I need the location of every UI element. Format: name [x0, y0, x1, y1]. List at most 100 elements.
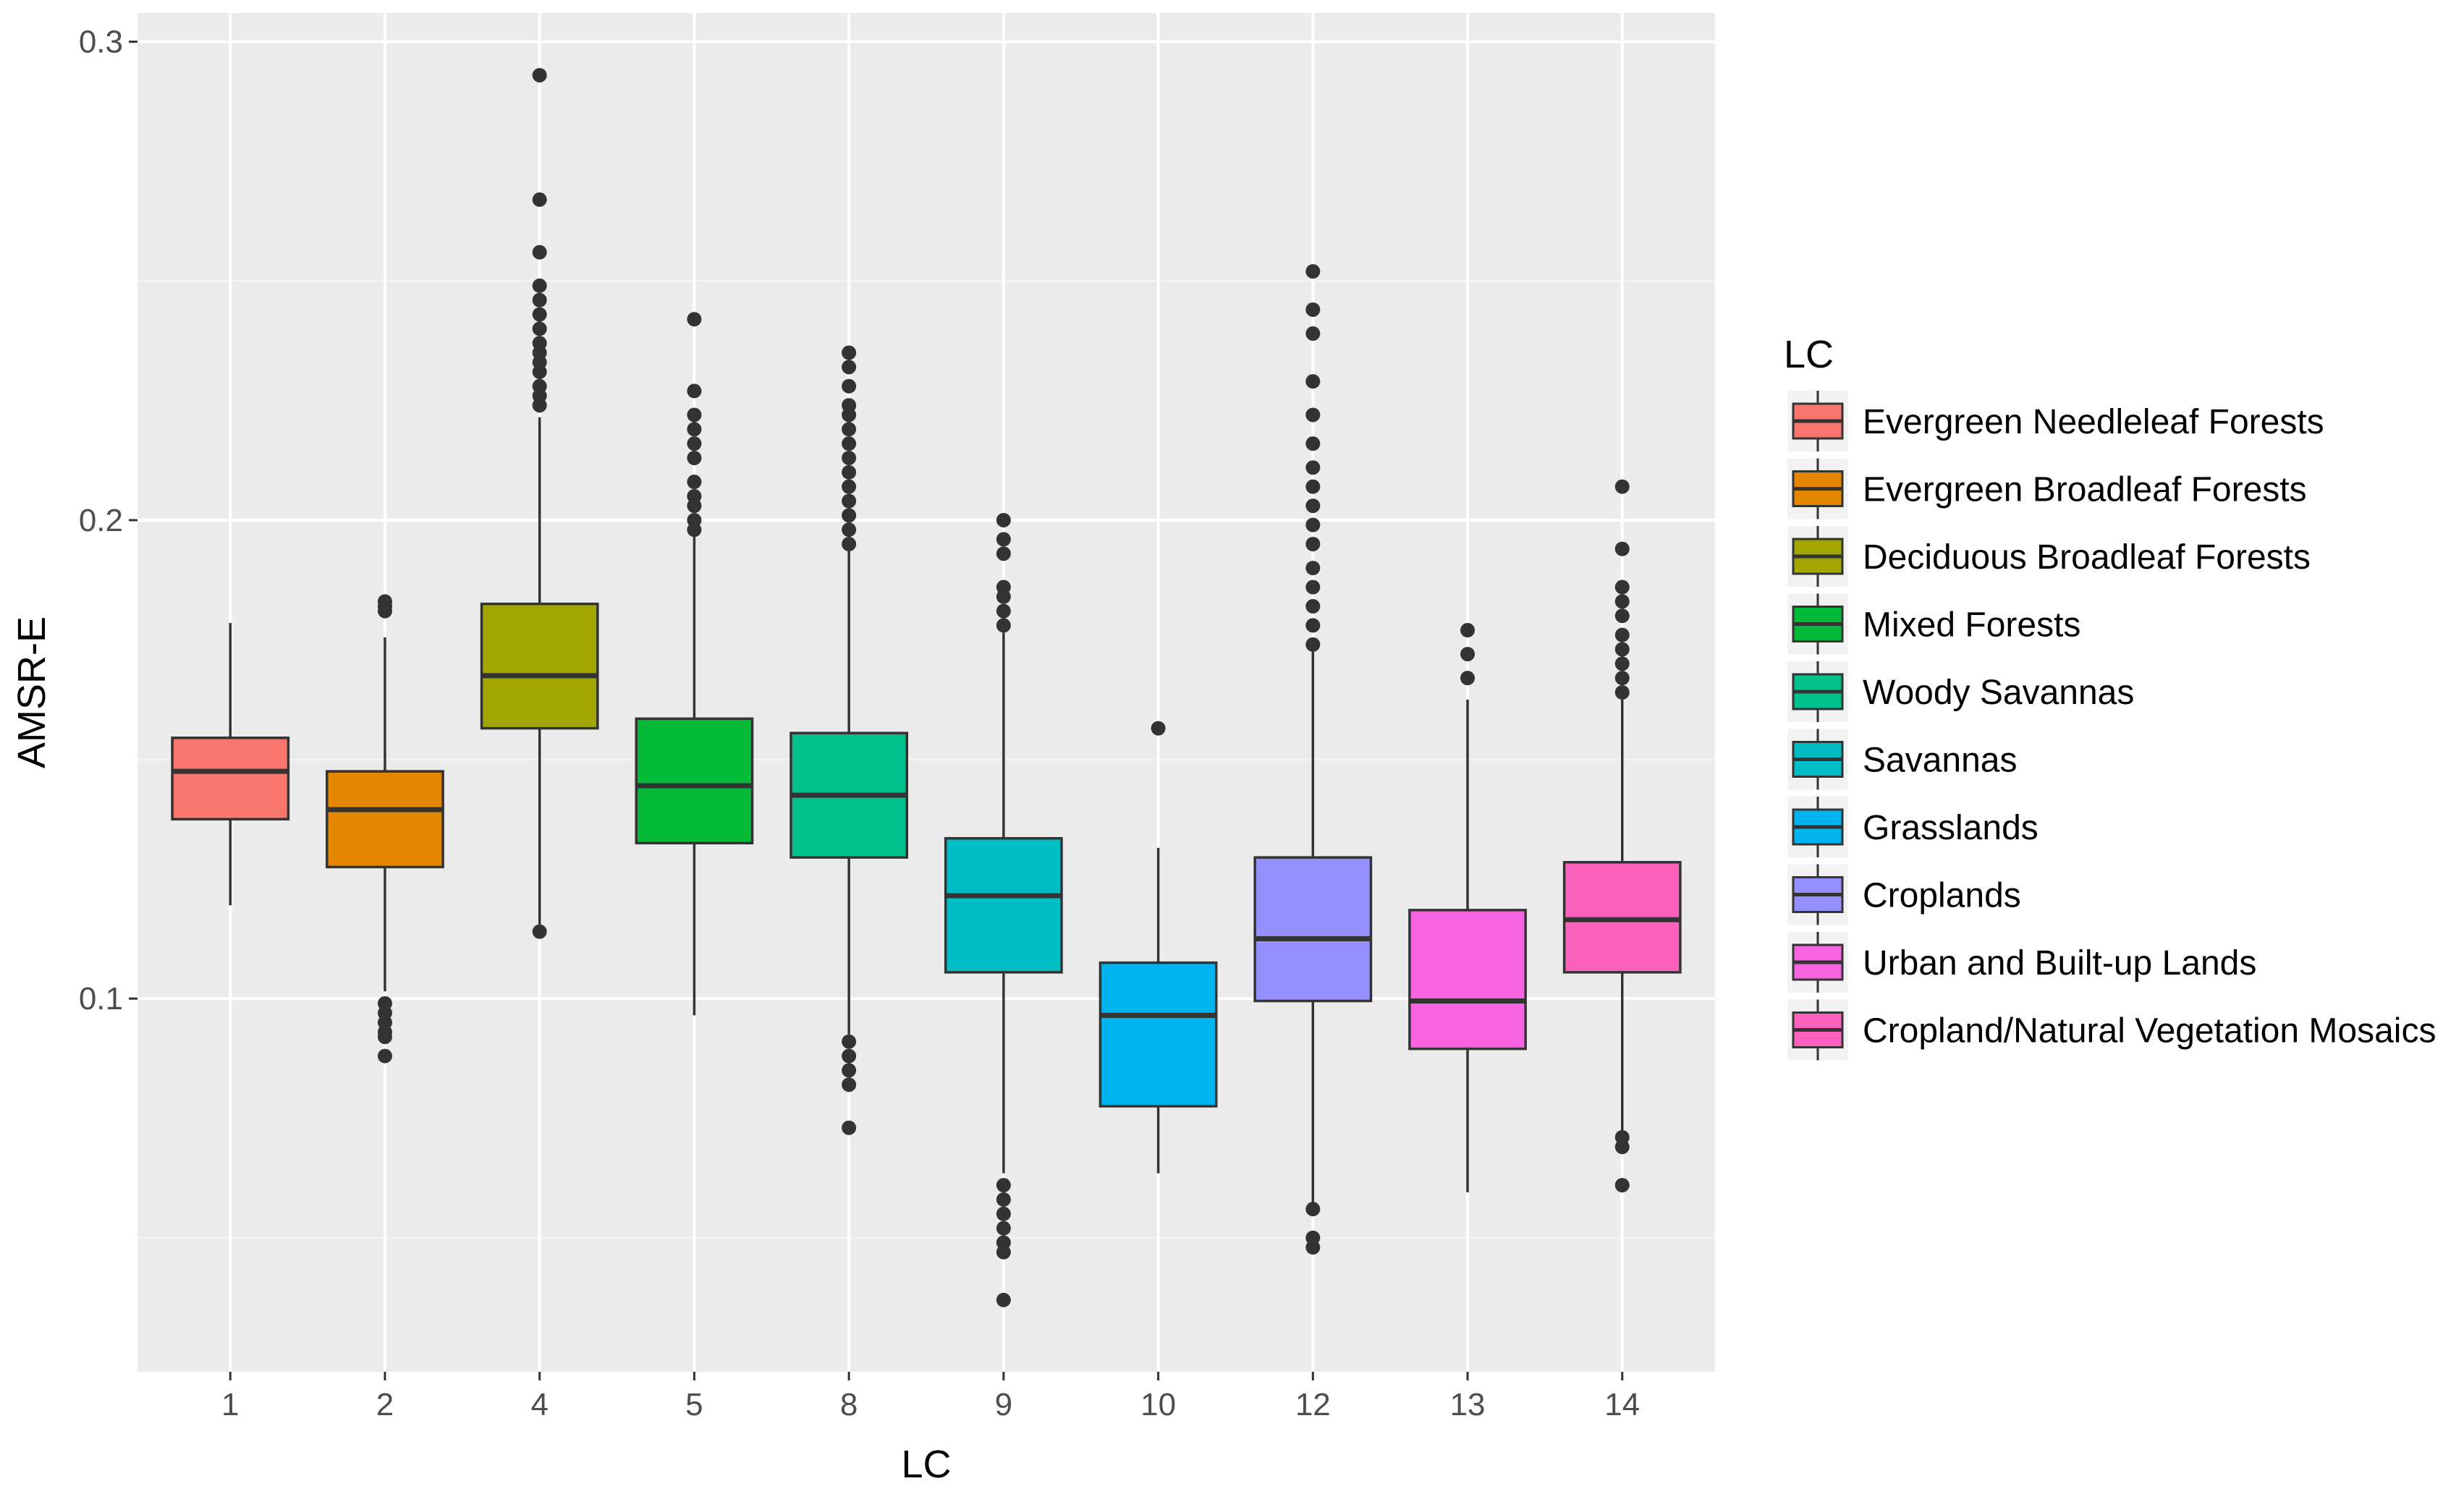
box-group: [944, 512, 1063, 1307]
outlier-point: [842, 345, 857, 360]
box-group: [635, 312, 754, 1016]
outlier-point: [842, 1063, 857, 1078]
outlier-point: [996, 580, 1011, 595]
box: [171, 737, 290, 820]
outlier-point: [532, 192, 547, 207]
outlier-point: [377, 1030, 392, 1045]
outlier-point: [842, 1048, 857, 1064]
legend-label: Evergreen Broadleaf Forests: [1863, 471, 2307, 509]
outlier-point: [1305, 498, 1321, 514]
y-tick-label: 0.1: [79, 981, 123, 1017]
outlier-point: [687, 312, 702, 327]
outlier-point: [842, 493, 857, 509]
outlier-point: [1305, 1240, 1321, 1255]
x-axis-title: LC: [901, 1443, 951, 1486]
outlier-point: [377, 1048, 392, 1064]
legend-items: Evergreen Needleleaf Forests Evergreen Br…: [1787, 391, 2436, 1061]
outlier-point: [1614, 541, 1630, 556]
outlier-point: [532, 378, 547, 394]
outlier-point: [1305, 561, 1321, 576]
y-axis: 0.1 0.2 0.3: [79, 25, 137, 1017]
outlier-point: [1305, 264, 1321, 279]
box-group: [789, 345, 909, 1135]
outlier-point: [1614, 627, 1630, 642]
legend-label: Grasslands: [1863, 809, 2038, 847]
box-group: [171, 623, 290, 906]
legend-label: Cropland/Natural Vegetation Mosaics: [1863, 1012, 2436, 1051]
box-layer: [171, 67, 1682, 1307]
legend-item: Croplands: [1787, 864, 2021, 925]
y-axis-title: AMSR-E: [10, 616, 54, 768]
x-tick-label: 8: [840, 1387, 858, 1422]
outlier-point: [532, 924, 547, 939]
legend-label: Evergreen Needleleaf Forests: [1863, 403, 2324, 441]
outlier-point: [1614, 685, 1630, 700]
outlier-point: [1305, 580, 1321, 595]
outlier-point: [687, 475, 702, 490]
outlier-point: [1614, 608, 1630, 624]
box: [1098, 961, 1218, 1108]
outlier-point: [842, 522, 857, 538]
outlier-point: [687, 422, 702, 437]
box: [635, 717, 754, 845]
box: [326, 770, 444, 869]
outlier-point: [1305, 479, 1321, 494]
outlier-point: [996, 512, 1011, 527]
legend-item: Cropland/Natural Vegetation Mosaics: [1787, 999, 2436, 1061]
outlier-point: [687, 512, 702, 527]
legend-item: Grasslands: [1787, 797, 2038, 857]
outlier-point: [1305, 407, 1321, 423]
outlier-point: [842, 378, 857, 394]
outlier-point: [842, 360, 857, 375]
outlier-point: [687, 488, 702, 504]
box-group: [1408, 623, 1527, 1193]
outlier-point: [1305, 618, 1321, 633]
legend-item: Savannas: [1787, 729, 2018, 790]
x-axis: 1 2 4 5 8 9 10 12 13 14: [221, 1372, 1640, 1422]
outlier-point: [996, 618, 1011, 633]
box: [1253, 856, 1373, 1003]
outlier-point: [1614, 594, 1630, 609]
legend-item: Evergreen Broadleaf Forests: [1787, 458, 2307, 519]
outlier-point: [842, 398, 857, 413]
x-tick-label: 5: [685, 1387, 703, 1422]
outlier-point: [842, 537, 857, 552]
outlier-point: [687, 383, 702, 399]
outlier-point: [842, 464, 857, 480]
outlier-point: [1305, 460, 1321, 475]
box: [480, 602, 599, 730]
outlier-point: [996, 1292, 1011, 1307]
outlier-point: [1614, 1140, 1630, 1155]
box-group: [326, 594, 444, 1064]
outlier-point: [1460, 647, 1476, 662]
outlier-point: [996, 546, 1011, 561]
x-tick-label: 4: [530, 1387, 548, 1422]
box: [1408, 909, 1527, 1051]
outlier-point: [1614, 656, 1630, 671]
outlier-point: [996, 532, 1011, 547]
outlier-point: [1614, 642, 1630, 657]
outlier-point: [842, 508, 857, 523]
outlier-point: [1305, 537, 1321, 552]
outlier-point: [532, 245, 547, 260]
outlier-point: [1305, 598, 1321, 614]
x-tick-label: 14: [1604, 1387, 1640, 1422]
outlier-point: [1305, 326, 1321, 341]
legend-label: Mixed Forests: [1863, 606, 2080, 645]
outlier-point: [996, 1221, 1011, 1236]
outlier-point: [377, 594, 392, 609]
outlier-point: [996, 1244, 1011, 1260]
outlier-point: [1151, 721, 1166, 736]
outlier-point: [996, 603, 1011, 619]
legend: LC Evergreen Needleleaf ForestsEvergreen…: [1784, 333, 2436, 1061]
outlier-point: [842, 479, 857, 494]
outlier-point: [1460, 623, 1476, 638]
outlier-point: [532, 321, 547, 336]
legend-title: LC: [1784, 333, 1834, 376]
y-tick-label: 0.2: [79, 503, 123, 538]
outlier-point: [687, 450, 702, 465]
outlier-point: [842, 1077, 857, 1092]
legend-label: Savannas: [1863, 742, 2018, 780]
outlier-point: [532, 292, 547, 307]
